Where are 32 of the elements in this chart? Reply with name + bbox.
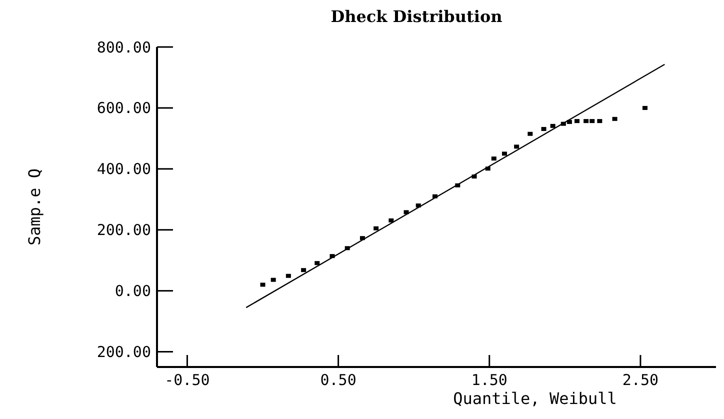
point: [314, 261, 320, 266]
x-tick-label: 0.50: [320, 371, 356, 389]
point: [502, 152, 507, 156]
point: [286, 274, 291, 278]
point: [574, 119, 580, 124]
y-tick-label: 400.00: [96, 160, 151, 178]
point: [260, 282, 266, 287]
chart-title: Dheck Distribution: [330, 7, 503, 26]
x-tick-label: 2.50: [622, 371, 659, 389]
y-tick-label: 600.00: [96, 99, 151, 118]
point: [590, 119, 595, 124]
point: [642, 106, 648, 110]
point: [541, 126, 546, 131]
point: [270, 278, 276, 282]
point: [597, 119, 602, 124]
point: [550, 124, 556, 128]
y-tick-label: 200.00: [96, 343, 151, 362]
point: [388, 218, 394, 222]
x-tick-label: -0.50: [164, 371, 210, 389]
point: [612, 116, 618, 121]
y-tick-label: 200.00: [96, 221, 151, 240]
point: [491, 156, 496, 161]
point: [514, 144, 520, 149]
point: [584, 119, 589, 124]
x-axis-title: Quantile, Weibull: [453, 389, 617, 408]
point: [528, 132, 533, 136]
y-tick-label: 0.00: [114, 282, 151, 300]
point: [374, 226, 379, 230]
point: [301, 268, 306, 272]
y-tick-label: 800.00: [96, 38, 151, 56]
x-tick-label: 1.50: [471, 371, 508, 389]
y-axis-title: Samp.e Q: [25, 168, 44, 246]
